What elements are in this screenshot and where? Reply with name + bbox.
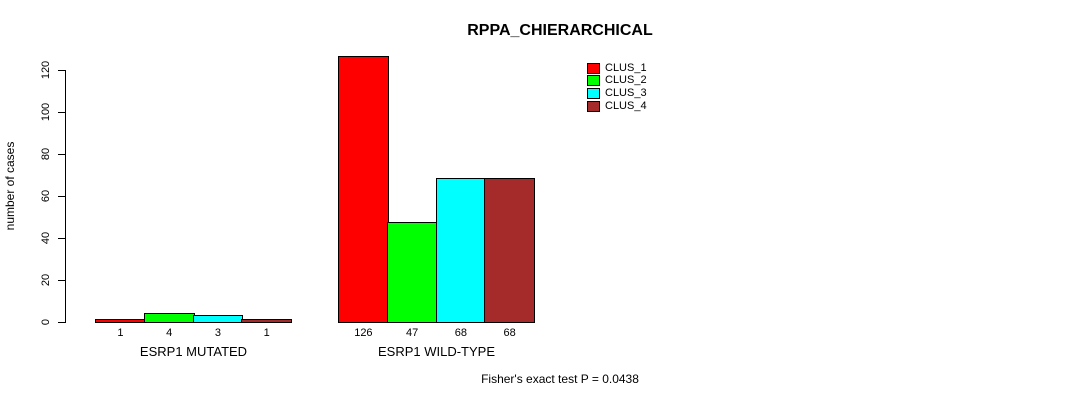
y-tick xyxy=(58,196,65,197)
legend-swatch-icon xyxy=(587,87,600,99)
bar-value-label: 68 xyxy=(454,327,467,339)
bar-value-label: 3 xyxy=(214,327,221,339)
group-label-mutated: ESRP1 MUTATED xyxy=(139,344,248,359)
y-tick-label: 60 xyxy=(40,189,52,203)
y-axis-line xyxy=(65,70,66,323)
y-tick xyxy=(58,238,65,239)
bar-value-label: 68 xyxy=(503,327,516,339)
chart-title: RPPA_CHIERARCHICAL xyxy=(467,22,653,39)
bar-clus_3-wildtype xyxy=(436,179,486,322)
y-tick-label: 100 xyxy=(40,102,52,122)
y-tick-label: 20 xyxy=(40,273,52,287)
legend-label: CLUS_1 xyxy=(605,61,647,74)
legend-item-clus_1: CLUS_1 xyxy=(587,62,647,75)
legend-item-clus_3: CLUS_3 xyxy=(587,87,647,100)
bar-clus_4-wildtype xyxy=(485,179,534,322)
stat-annotation: Fisher's exact test P = 0.0438 xyxy=(481,372,639,386)
bar-clus_4-mutated xyxy=(242,319,291,322)
bar-clus_2-wildtype xyxy=(387,223,437,322)
bar-clus_3-mutated xyxy=(193,315,243,322)
legend-label: CLUS_2 xyxy=(605,74,647,87)
bar-clus_1-mutated xyxy=(96,319,145,322)
group-label-wildtype: ESRP1 WILD-TYPE xyxy=(377,344,496,359)
y-tick xyxy=(58,154,65,155)
bar-clus_1-wildtype xyxy=(339,57,388,322)
legend-label: CLUS_4 xyxy=(605,99,647,112)
y-tick-label: 80 xyxy=(40,147,52,161)
bar-value-label: 47 xyxy=(406,327,419,339)
bar-clus_2-mutated xyxy=(144,313,194,322)
legend-swatch-icon xyxy=(587,75,600,87)
bar-value-label: 1 xyxy=(117,327,124,339)
legend: CLUS_1 CLUS_2 CLUS_3 CLUS_4 xyxy=(587,62,647,112)
y-tick xyxy=(58,112,65,113)
legend-swatch-icon xyxy=(587,100,600,112)
legend-item-clus_4: CLUS_4 xyxy=(587,100,647,113)
y-tick xyxy=(58,280,65,281)
bar-value-label: 1 xyxy=(263,327,270,339)
legend-item-clus_2: CLUS_2 xyxy=(587,75,647,88)
y-tick-label: 0 xyxy=(40,318,52,326)
legend-swatch-icon xyxy=(587,62,600,74)
y-tick-label: 40 xyxy=(40,231,52,245)
bar-value-label: 126 xyxy=(354,327,373,339)
legend-label: CLUS_3 xyxy=(605,86,647,99)
bar-value-label: 4 xyxy=(166,327,173,339)
y-tick xyxy=(58,322,65,323)
y-axis-title: number of cases xyxy=(3,141,17,231)
y-tick xyxy=(58,70,65,71)
y-tick-label: 120 xyxy=(40,60,52,80)
